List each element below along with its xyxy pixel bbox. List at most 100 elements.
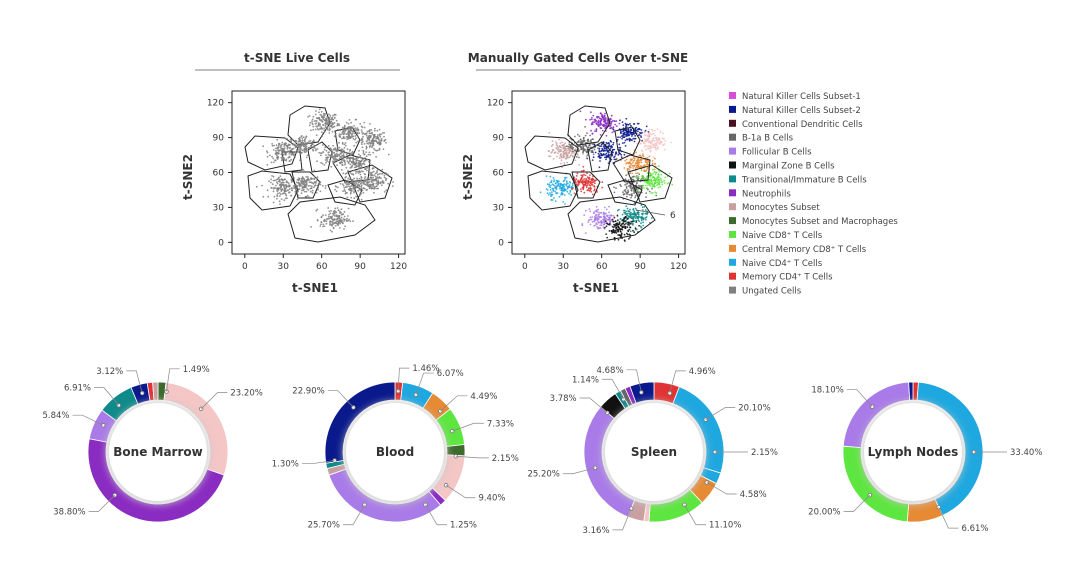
scatter-point: [635, 151, 637, 154]
scatter-point: [582, 148, 585, 151]
scatter-point: [387, 182, 390, 185]
scatter-point: [310, 187, 313, 189]
scatter-point: [562, 201, 565, 203]
scatter-point: [357, 183, 359, 186]
scatter-point: [284, 192, 287, 195]
scatter-point: [610, 230, 613, 233]
scatter-point: [351, 136, 353, 138]
scatter-point: [644, 133, 647, 136]
legend-label: Marginal Zone B Cells: [742, 162, 835, 172]
scatter-point: [617, 225, 620, 228]
scatter-point: [291, 143, 294, 146]
scatter-point: [613, 120, 616, 122]
scatter-point: [582, 165, 585, 168]
scatter-point: [623, 153, 626, 156]
scatter-point: [302, 188, 305, 191]
scatter-point: [604, 126, 607, 129]
scatter-point: [343, 228, 345, 230]
scatter-point: [633, 137, 636, 140]
donut-blood: Blood1.46%6.07%4.49%7.33%2.15%9.40%1.25%…: [272, 364, 519, 531]
scatter-point: [612, 128, 615, 131]
scatter-point: [380, 172, 382, 175]
slice-label: 2.15%: [492, 454, 519, 464]
scatter-point: [335, 152, 338, 155]
scatter-point: [372, 136, 375, 138]
scatter-point: [339, 162, 342, 165]
scatter-point: [354, 127, 357, 130]
scatter-point: [548, 132, 551, 134]
scatter-point: [379, 143, 382, 146]
scatter-point: [591, 121, 594, 123]
scatter-point: [581, 175, 584, 178]
scatter-point: [324, 114, 326, 116]
donut-bone-marrow: Bone Marrow1.49%23.20%38.80%5.84%6.91%3.…: [42, 365, 263, 523]
leader-line: [562, 467, 596, 475]
scatter-point: [315, 110, 317, 112]
scatter-point: [308, 140, 311, 143]
scatter-point: [651, 185, 654, 188]
scatter-point: [334, 113, 336, 116]
scatter-point: [347, 161, 350, 164]
scatter-point: [271, 143, 273, 145]
scatter-point: [376, 171, 378, 174]
cluster-points: [310, 207, 354, 233]
scatter-point: [277, 151, 280, 154]
scatter-point: [300, 180, 302, 183]
scatter-point: [285, 142, 288, 145]
scatter-point: [355, 165, 358, 167]
scatter-point: [378, 148, 381, 151]
scatter-point: [599, 120, 602, 122]
scatter-point: [325, 156, 328, 159]
scatter-point: [300, 185, 303, 187]
scatter-point: [629, 186, 632, 189]
scatter-point: [631, 213, 634, 215]
scatter-point: [632, 215, 635, 218]
scatter-point: [647, 134, 650, 137]
legend-label: Naive CD4⁺ T Cells: [742, 259, 823, 269]
scatter-point: [315, 120, 317, 122]
scatter-point: [366, 165, 369, 168]
scatter-point: [342, 137, 345, 140]
scatter-point: [270, 178, 273, 181]
scatter-point: [550, 151, 552, 154]
scatter-point: [365, 145, 368, 148]
scatter-point: [315, 125, 318, 128]
scatter-point: [593, 148, 596, 151]
scatter-point: [587, 138, 589, 141]
scatter-point: [548, 185, 550, 187]
scatter-point: [342, 154, 344, 157]
scatter-point: [350, 178, 353, 181]
scatter-point: [372, 182, 375, 185]
scatter-point: [579, 145, 582, 147]
scatter-point: [298, 143, 300, 145]
scatter-point: [295, 184, 297, 187]
scatter-point: [300, 135, 303, 137]
scatter-point: [307, 115, 309, 118]
scatter-point: [582, 183, 585, 186]
scatter-point: [552, 157, 555, 160]
scatter-point: [346, 138, 348, 141]
scatter-point: [552, 189, 555, 192]
scatter-point: [586, 172, 588, 175]
scatter-point: [343, 211, 346, 213]
scatter-point: [282, 163, 285, 166]
scatter-point: [333, 215, 336, 217]
scatter-point: [373, 129, 376, 132]
scatter-point: [559, 142, 562, 145]
scatter-point: [652, 168, 654, 171]
scatter-point: [370, 129, 373, 131]
scatter-point: [623, 167, 626, 169]
cluster-points: [324, 118, 371, 151]
scatter-point: [336, 124, 339, 126]
scatter-point: [651, 191, 654, 194]
scatter-point: [608, 211, 610, 214]
scatter-point: [377, 180, 380, 183]
scatter-point: [275, 179, 278, 181]
scatter-point: [321, 116, 324, 118]
scatter-point: [632, 218, 635, 221]
scatter-point: [307, 142, 310, 145]
scatter-point: [315, 134, 318, 137]
scatter-point: [593, 121, 595, 124]
scatter-point: [564, 178, 566, 180]
scatter-point: [290, 140, 292, 143]
